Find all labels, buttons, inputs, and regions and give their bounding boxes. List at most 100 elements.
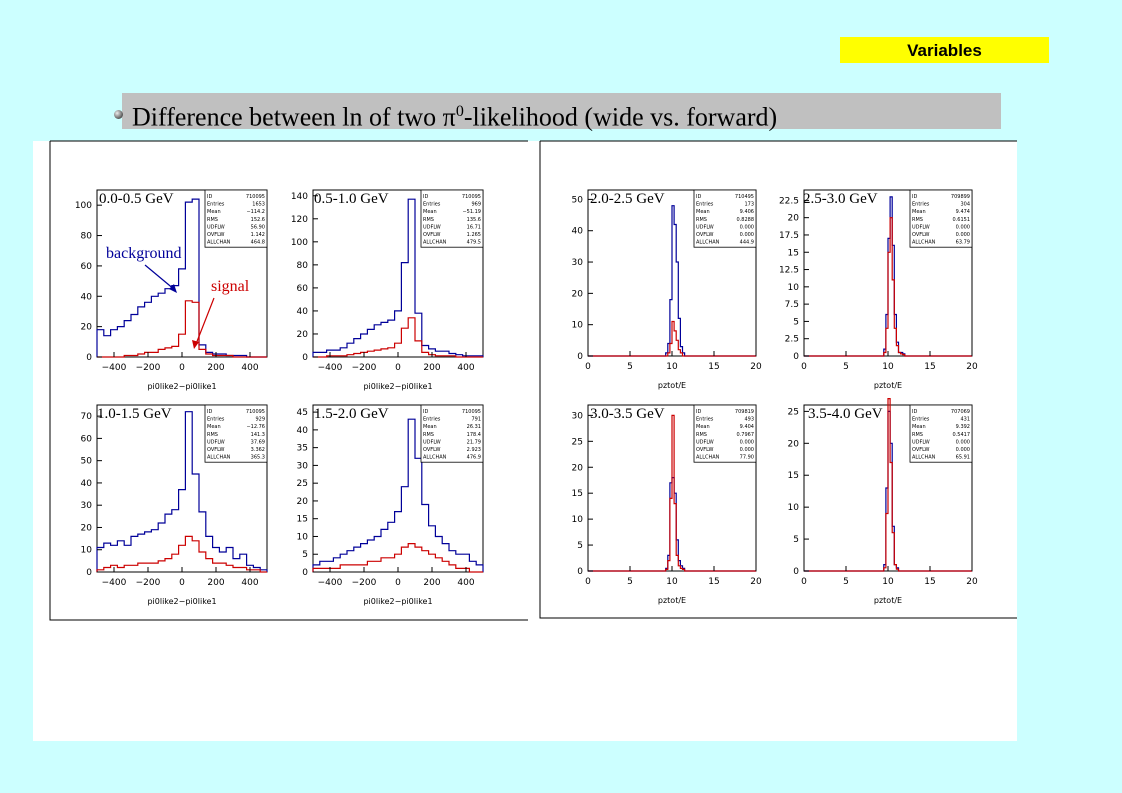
- stats-key: RMS: [912, 432, 923, 438]
- y-tick-label: 10: [788, 503, 800, 513]
- signal-series-line: [312, 543, 483, 573]
- stats-box-frame: [693, 189, 757, 248]
- stats-key: OVFLW: [423, 232, 440, 238]
- x-tick-label: 20: [966, 577, 978, 587]
- stats-key: Mean: [912, 209, 926, 215]
- stats-key: Mean: [207, 424, 221, 430]
- y-tick-label: 15: [788, 248, 799, 258]
- x-tick-label: 15: [708, 362, 719, 372]
- stats-value: −12.76: [246, 424, 265, 430]
- x-tick-label: 20: [966, 362, 978, 372]
- stats-key: ALLCHAN: [423, 455, 447, 461]
- stats-key: ID: [207, 194, 212, 200]
- x-tick-label: 0: [585, 362, 591, 372]
- x-tick-label: 200: [207, 578, 224, 588]
- stats-key: Mean: [423, 209, 437, 215]
- stats-value: 135.6: [467, 217, 481, 223]
- x-tick-label: 10: [666, 577, 678, 587]
- stats-value: 709899: [951, 194, 970, 200]
- stats-value: 9.406: [740, 209, 754, 215]
- x-axis-label: pi0like2−pi0like1: [147, 382, 216, 391]
- stats-key: Mean: [423, 424, 437, 430]
- x-tick-label: −400: [102, 578, 127, 588]
- stats-value: 65.91: [956, 455, 970, 461]
- stats-value: 0.000: [956, 232, 970, 238]
- stats-value: 37.69: [251, 439, 265, 445]
- x-tick-label: 0: [395, 578, 401, 588]
- stats-key: UDFLW: [912, 224, 930, 230]
- stats-box-frame: [420, 189, 484, 248]
- energy-bin-label: 1.5-2.0 GeV: [314, 406, 389, 422]
- x-tick-label: −200: [136, 363, 161, 373]
- stats-value: 464.8: [251, 240, 265, 246]
- stats-value: 9.404: [740, 424, 754, 430]
- x-axis-label: pztot/E: [874, 596, 902, 605]
- histogram-panel-3: −400 −200 0 200 400 0 10 20 30 40 50 60 70 pi0like2−p…: [81, 404, 268, 606]
- x-axis-label: pztot/E: [658, 596, 686, 605]
- y-tick-label: 10: [572, 515, 584, 525]
- y-tick-label: 50: [81, 457, 93, 467]
- stats-box-frame: [204, 189, 268, 248]
- stats-box: ID 710095 Entries 929 Mean −12.76 RMS 141.3 UDFL…: [204, 404, 268, 463]
- stats-key: RMS: [207, 217, 218, 223]
- energy-bin-label: 2.5-3.0 GeV: [803, 191, 878, 207]
- stats-key: Mean: [696, 424, 710, 430]
- x-tick-label: 0: [801, 362, 807, 372]
- stats-value: 791: [471, 417, 481, 423]
- stats-value: −51.19: [462, 209, 481, 215]
- y-tick-label: 30: [572, 258, 584, 268]
- stats-box-frame: [909, 189, 973, 248]
- y-tick-label: 100: [291, 238, 308, 248]
- stats-box-frame: [909, 404, 973, 463]
- stats-key: ALLCHAN: [696, 240, 720, 246]
- histogram-panel-6: 0 5 10 15 20 0 2.5 5 7.5 10 12.5 15 17.5 20 22.5 pztot/…: [779, 189, 978, 390]
- stats-value: −114.2: [246, 209, 265, 215]
- stats-value: 3.362: [251, 447, 265, 453]
- stats-key: ALLCHAN: [423, 240, 447, 246]
- x-tick-label: 10: [882, 362, 894, 372]
- stats-value: 431: [960, 417, 970, 423]
- stats-key: Entries: [423, 202, 441, 208]
- y-tick-label: 15: [297, 515, 308, 525]
- y-tick-label: 7.5: [785, 300, 799, 310]
- y-tick-label: 5: [793, 317, 799, 327]
- x-tick-label: −400: [318, 363, 343, 373]
- signal-series-line: [588, 320, 756, 357]
- x-tick-label: 5: [627, 362, 633, 372]
- y-tick-label: 0: [577, 352, 583, 362]
- energy-bin-label: 0.5-1.0 GeV: [314, 191, 389, 207]
- stats-key: ID: [696, 194, 701, 200]
- y-tick-label: 20: [297, 330, 309, 340]
- x-tick-label: 200: [423, 578, 440, 588]
- stats-key: UDFLW: [423, 439, 441, 445]
- y-tick-label: 2.5: [785, 335, 799, 345]
- histogram-panel-1: −400 −200 0 200 400 0 20 40 60 80 100 pi0like2−pi0l…: [75, 189, 268, 391]
- x-tick-label: 0: [801, 577, 807, 587]
- x-tick-label: 200: [423, 363, 440, 373]
- x-tick-label: −200: [352, 578, 377, 588]
- stats-key: OVFLW: [207, 447, 224, 453]
- stats-key: ALLCHAN: [912, 240, 936, 246]
- y-tick-label: 22.5: [779, 196, 799, 206]
- stats-key: ALLCHAN: [696, 455, 720, 461]
- y-tick-label: 17.5: [779, 231, 799, 241]
- y-tick-label: 60: [81, 262, 93, 272]
- histogram-panel-8: 0 5 10 15 20 0 5 10 15 20 25 pztot/E ID 707069 Entries…: [788, 398, 978, 605]
- y-tick-label: 20: [572, 463, 584, 473]
- stats-key: ID: [912, 409, 917, 415]
- x-tick-label: 5: [843, 577, 849, 587]
- y-tick-label: 45: [297, 408, 308, 418]
- stats-key: OVFLW: [696, 447, 713, 453]
- stats-value: 2.923: [467, 447, 481, 453]
- y-tick-label: 40: [81, 292, 93, 302]
- x-tick-label: −200: [352, 363, 377, 373]
- stats-key: OVFLW: [696, 232, 713, 238]
- x-tick-label: 0: [585, 577, 591, 587]
- signal-arrow: [195, 297, 215, 345]
- stats-key: Entries: [207, 417, 225, 423]
- x-tick-label: 0: [179, 578, 185, 588]
- y-tick-label: 20: [572, 289, 584, 299]
- stats-value: 493: [744, 417, 754, 423]
- y-tick-label: 0: [793, 352, 799, 362]
